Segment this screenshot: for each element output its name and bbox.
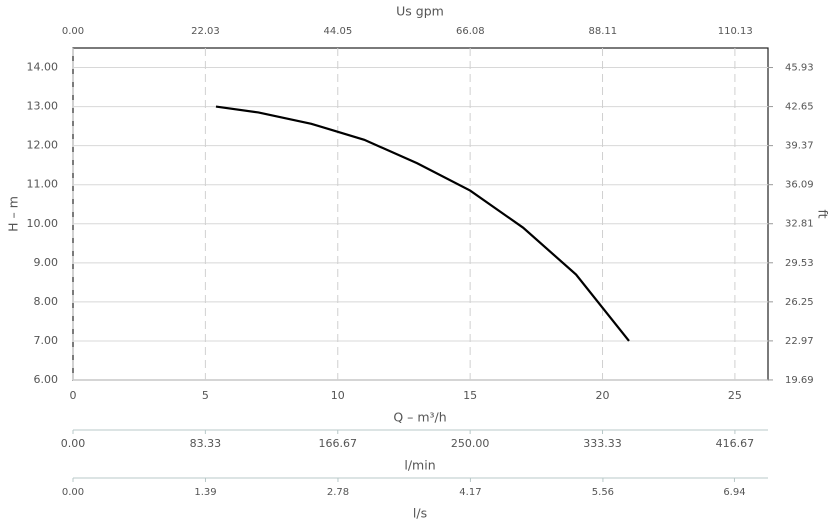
y-tick-label: 11.00 — [27, 178, 59, 191]
secondary-tick-label: 0.00 — [61, 437, 86, 450]
x-axis-title: Q – m³/h — [393, 410, 446, 425]
secondary-axis-title: l/min — [404, 458, 435, 473]
x-tick-label: 25 — [728, 389, 742, 402]
x-tick-label: 10 — [331, 389, 345, 402]
top-tick-label: 0.00 — [62, 26, 84, 37]
secondary-tick-label: 416.67 — [716, 437, 755, 450]
secondary-tick-label: 4.17 — [459, 487, 481, 498]
secondary-tick-label: 5.56 — [592, 487, 614, 498]
y-tick-label: 10.00 — [27, 217, 59, 230]
x-tick-label: 15 — [463, 389, 477, 402]
top-tick-label: 22.03 — [191, 26, 220, 37]
x-tick-label: 5 — [202, 389, 209, 402]
secondary-tick-label: 250.00 — [451, 437, 490, 450]
y-tick-label: 13.00 — [27, 100, 59, 113]
top-tick-label: 44.05 — [324, 26, 353, 37]
x-tick-label: 20 — [596, 389, 610, 402]
top-tick-label: 66.08 — [456, 26, 485, 37]
top-tick-label: 88.11 — [588, 26, 617, 37]
y-tick-label: 8.00 — [34, 295, 59, 308]
y2-tick-label: 42.65 — [785, 102, 814, 113]
secondary-tick-label: 6.94 — [723, 487, 745, 498]
top-tick-label: 110.13 — [718, 26, 753, 37]
y-tick-label: 7.00 — [34, 334, 59, 347]
y-tick-label: 14.00 — [27, 61, 59, 74]
secondary-tick-label: 0.00 — [62, 487, 84, 498]
y2-tick-label: 32.81 — [785, 219, 814, 230]
plot-frame — [72, 47, 769, 381]
y2-tick-label: 45.93 — [785, 63, 814, 74]
y2-tick-label: 39.37 — [785, 141, 814, 152]
y2-tick-label: 26.25 — [785, 297, 814, 308]
y-tick-label: 12.00 — [27, 139, 59, 152]
secondary-tick-label: 1.39 — [194, 487, 216, 498]
secondary-axis-title: l/s — [413, 506, 427, 521]
y-tick-label: 6.00 — [34, 373, 59, 386]
curve — [215, 105, 630, 342]
y2-tick-label: 22.97 — [785, 336, 814, 347]
y2-axis-title: ft — [816, 209, 831, 218]
secondary-tick-label: 166.67 — [319, 437, 358, 450]
secondary-tick-label: 83.33 — [190, 437, 222, 450]
y2-tick-label: 19.69 — [785, 375, 814, 386]
y-axis-title: H – m — [6, 196, 21, 232]
y2-tick-label: 36.09 — [785, 180, 814, 191]
y2-tick-label: 29.53 — [785, 258, 814, 269]
y-tick-label: 9.00 — [34, 256, 59, 269]
x-tick-label: 0 — [70, 389, 77, 402]
top-axis-title: Us gpm — [396, 4, 444, 19]
secondary-tick-label: 2.78 — [327, 487, 349, 498]
secondary-tick-label: 333.33 — [583, 437, 622, 450]
